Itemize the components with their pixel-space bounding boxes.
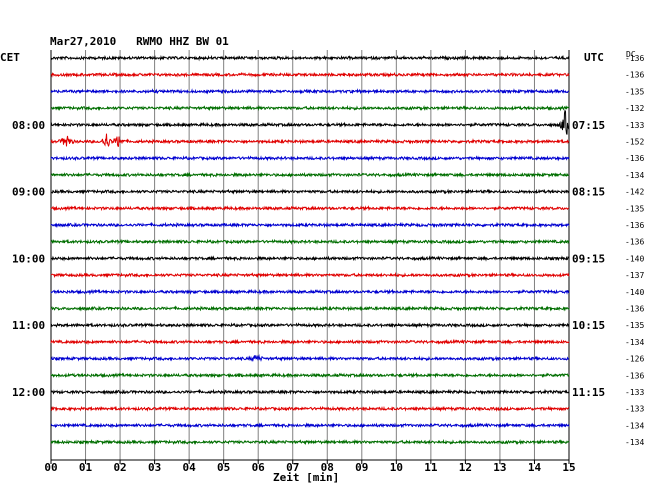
left-time-label: 09:00 <box>12 186 45 199</box>
trace-row <box>50 133 570 148</box>
dc-value: -140 <box>625 254 644 263</box>
left-time-label: 10:00 <box>12 252 45 265</box>
dc-value: -136 <box>625 71 644 80</box>
left-time-label: 08:00 <box>12 119 45 132</box>
x-tick-label: 09 <box>355 461 368 474</box>
trace-row <box>50 438 570 446</box>
dc-value: -134 <box>625 421 644 430</box>
trace-row <box>50 271 570 279</box>
trace-row <box>50 205 570 212</box>
x-tick-label: 10 <box>390 461 403 474</box>
chart-title: Mar27,2010 RWMO HHZ BW 01 <box>50 35 229 48</box>
trace-row <box>50 238 570 246</box>
dc-header: DC <box>626 50 636 59</box>
dc-value: -126 <box>625 355 644 364</box>
x-tick-label: 05 <box>217 461 230 474</box>
dc-value: -132 <box>625 104 644 113</box>
left-axis-label: CET <box>0 51 20 64</box>
trace-row <box>50 388 570 396</box>
x-tick-label: 02 <box>113 461 126 474</box>
trace-row <box>50 372 570 379</box>
x-tick-label: 00 <box>44 461 57 474</box>
right-time-label: 07:15 <box>572 119 605 132</box>
trace-row <box>50 405 570 413</box>
trace-row <box>50 322 570 329</box>
left-time-label: 11:00 <box>12 319 45 332</box>
trace-row <box>50 354 570 363</box>
trace-row <box>50 255 570 262</box>
x-tick-label: 04 <box>183 461 197 474</box>
dc-value: -133 <box>625 121 644 130</box>
traces <box>50 54 570 446</box>
right-time-labels: 07:15 08:15 09:15 10:15 11:15 <box>572 119 605 399</box>
left-time-label: 12:00 <box>12 386 45 399</box>
x-tick-label: 13 <box>493 461 506 474</box>
trace-row <box>51 171 570 179</box>
trace-row <box>50 338 570 346</box>
right-time-label: 10:15 <box>572 319 605 332</box>
trace-row <box>50 155 570 162</box>
trace-row <box>50 221 570 229</box>
x-tick-label: 08 <box>321 461 334 474</box>
dc-value: -137 <box>625 271 644 280</box>
x-tick-label: 01 <box>79 461 93 474</box>
dc-value: -136 <box>625 371 644 380</box>
dc-value: -136 <box>625 54 644 63</box>
dc-value: -136 <box>625 221 644 230</box>
x-tick-label: 11 <box>424 461 438 474</box>
x-tick-label: 03 <box>148 461 161 474</box>
dc-value: -134 <box>625 338 644 347</box>
dc-value: -135 <box>625 87 644 96</box>
right-time-label: 08:15 <box>572 186 605 199</box>
trace-row <box>50 88 570 95</box>
right-time-label: 09:15 <box>572 252 605 265</box>
right-axis-label: UTC <box>584 51 604 64</box>
dc-value: -152 <box>625 138 644 147</box>
x-tick-label: 12 <box>459 461 472 474</box>
trace-row <box>50 422 570 429</box>
x-tick-label: 06 <box>252 461 266 474</box>
dc-value: -133 <box>625 388 644 397</box>
x-tick-label: 07 <box>286 461 299 474</box>
right-time-label: 11:15 <box>572 386 605 399</box>
x-tick-label: 15 <box>562 461 575 474</box>
trace-row <box>50 54 570 62</box>
dc-value: -142 <box>625 188 644 197</box>
dc-value: -133 <box>625 405 644 414</box>
trace-row <box>50 305 570 312</box>
dc-value: -136 <box>625 238 644 247</box>
x-axis-label: Zeit [min] <box>273 471 339 484</box>
dc-value: -134 <box>625 438 644 447</box>
dc-value: -136 <box>625 154 644 163</box>
dc-value: -134 <box>625 171 644 180</box>
dc-values: -136 -136 -135 -132 -133 -152 -136 -134 -142 -135… <box>625 54 644 447</box>
trace-row <box>50 109 570 135</box>
dc-value: -140 <box>625 288 644 297</box>
dc-value: -136 <box>625 305 644 314</box>
x-tick-labels: 00 01 02 03 04 05 06 07 08 09 10 11 12 13 14 15 <box>44 461 575 474</box>
dc-value: -135 <box>625 321 644 330</box>
dc-value: -135 <box>625 204 644 213</box>
trace-row <box>50 288 570 296</box>
left-time-labels: 08:00 09:00 10:00 11:00 12:00 <box>12 119 45 399</box>
x-tick-label: 14 <box>528 461 542 474</box>
trace-row <box>50 104 570 112</box>
trace-row <box>50 188 570 195</box>
trace-row <box>50 71 570 78</box>
